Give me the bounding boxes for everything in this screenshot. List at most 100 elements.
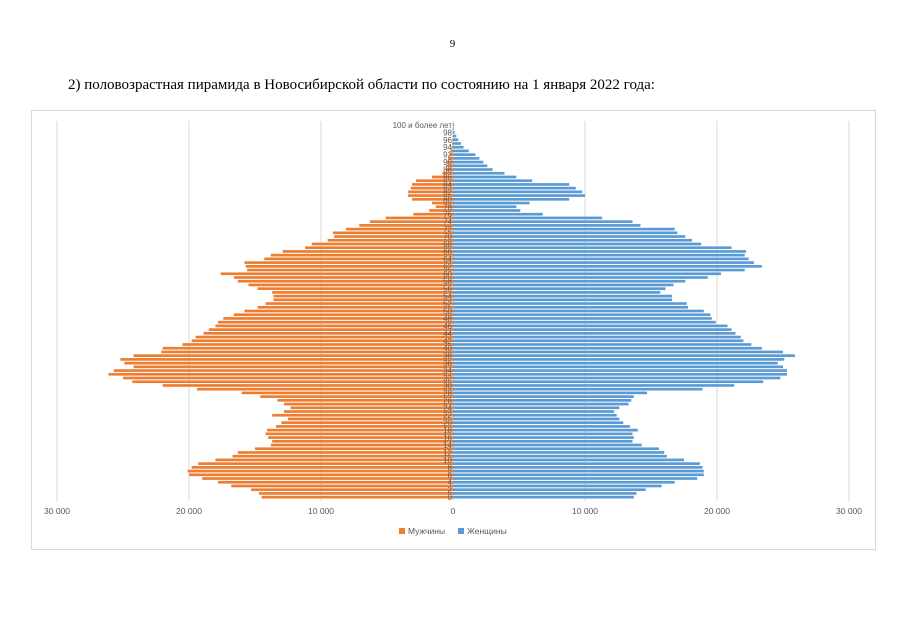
age-label: 6 — [448, 471, 453, 480]
bar-female — [453, 197, 570, 201]
age-label: 86 — [443, 173, 452, 182]
bar-male — [264, 257, 453, 261]
bar-male — [284, 410, 453, 413]
bar-female — [453, 428, 638, 432]
x-tick-label: 30 000 — [44, 506, 70, 516]
bar-female — [453, 164, 488, 168]
bar-female — [453, 406, 620, 410]
bar-male — [268, 436, 453, 439]
bar-female — [453, 365, 783, 369]
legend-swatch-female — [458, 528, 464, 534]
bar-male — [218, 320, 453, 324]
age-label: 36 — [443, 359, 452, 368]
x-tick-label: 20 000 — [704, 506, 730, 516]
bar-female — [453, 458, 684, 462]
bar-male — [251, 488, 453, 492]
bar-male — [189, 473, 453, 477]
bar-male — [191, 339, 453, 343]
bar-male — [208, 328, 453, 331]
bar-female — [453, 380, 764, 384]
bar-female — [453, 492, 637, 495]
bar-male — [450, 149, 453, 153]
bar-female — [453, 287, 666, 291]
age-label: 80 — [443, 195, 452, 204]
bar-female — [453, 309, 704, 313]
bar-female — [453, 212, 543, 216]
bar-female — [453, 227, 675, 231]
bar-female — [453, 466, 703, 469]
bar-female — [453, 462, 700, 465]
bar-male — [223, 317, 453, 320]
bar-male — [215, 458, 453, 462]
bar-female — [453, 361, 778, 365]
bar-female — [453, 350, 783, 354]
page-number: 9 — [449, 38, 456, 50]
age-label: 4 — [448, 478, 453, 487]
bar-female — [453, 443, 642, 447]
bar-male — [452, 138, 453, 142]
age-label: 2 — [448, 486, 453, 495]
bar-male — [281, 421, 453, 425]
bar-female — [453, 134, 457, 138]
bar-female — [453, 324, 728, 328]
bar-female — [453, 454, 667, 458]
bar-female — [453, 343, 752, 346]
caption: 2) половозрастная пирамида в Новосибирск… — [68, 77, 655, 93]
bar-female — [453, 171, 505, 175]
bar-male — [449, 153, 453, 156]
bar-female — [453, 335, 741, 339]
age-label: 34 — [443, 367, 452, 376]
bar-male — [284, 402, 453, 406]
bar-male — [288, 417, 453, 421]
bar-male — [245, 264, 453, 268]
bar-male — [182, 343, 453, 346]
bar-male — [445, 168, 453, 171]
bar-male — [429, 209, 453, 212]
bar-female — [453, 268, 745, 272]
bar-female — [453, 447, 659, 451]
bar-female — [453, 421, 624, 425]
age-label: 56 — [443, 285, 452, 294]
age-label: 18 — [443, 426, 452, 435]
bar-male — [215, 324, 453, 328]
age-label: 74 — [443, 218, 452, 227]
bar-female — [453, 194, 585, 197]
age-label: 0 — [448, 493, 453, 502]
x-tick-label: 0 — [451, 506, 456, 516]
bar-female — [453, 127, 454, 130]
age-label: 52 — [443, 300, 452, 309]
bar-male — [113, 369, 453, 372]
age-label: 78 — [443, 203, 452, 212]
bar-male — [447, 160, 453, 164]
bar-male — [346, 227, 453, 231]
bar-male — [446, 164, 453, 168]
age-label: 82 — [443, 188, 452, 197]
bar-female — [453, 142, 461, 145]
bar-female — [453, 346, 762, 350]
bar-female — [453, 209, 521, 212]
bar-male — [408, 194, 453, 197]
bar-male — [203, 331, 453, 335]
bar-male — [359, 224, 453, 227]
bar-female — [453, 291, 661, 294]
bar-male — [257, 305, 453, 309]
bar-male — [233, 276, 453, 279]
bar-female — [453, 138, 459, 142]
bar-male — [273, 298, 453, 302]
bar-male — [120, 358, 454, 361]
bar-female — [453, 410, 615, 413]
bar-female — [453, 205, 517, 209]
bar-male — [332, 231, 453, 235]
bar-male — [311, 242, 453, 246]
bar-male — [244, 309, 453, 313]
bar-female — [453, 387, 703, 391]
age-label: 98 — [443, 128, 452, 137]
age-label: 28 — [443, 389, 452, 398]
age-label: 92 — [443, 151, 452, 160]
bar-female — [453, 358, 785, 361]
bar-male — [413, 212, 453, 216]
bar-female — [453, 216, 603, 220]
bar-male — [260, 395, 453, 398]
bar-female — [453, 272, 721, 276]
age-label: 62 — [443, 262, 452, 271]
